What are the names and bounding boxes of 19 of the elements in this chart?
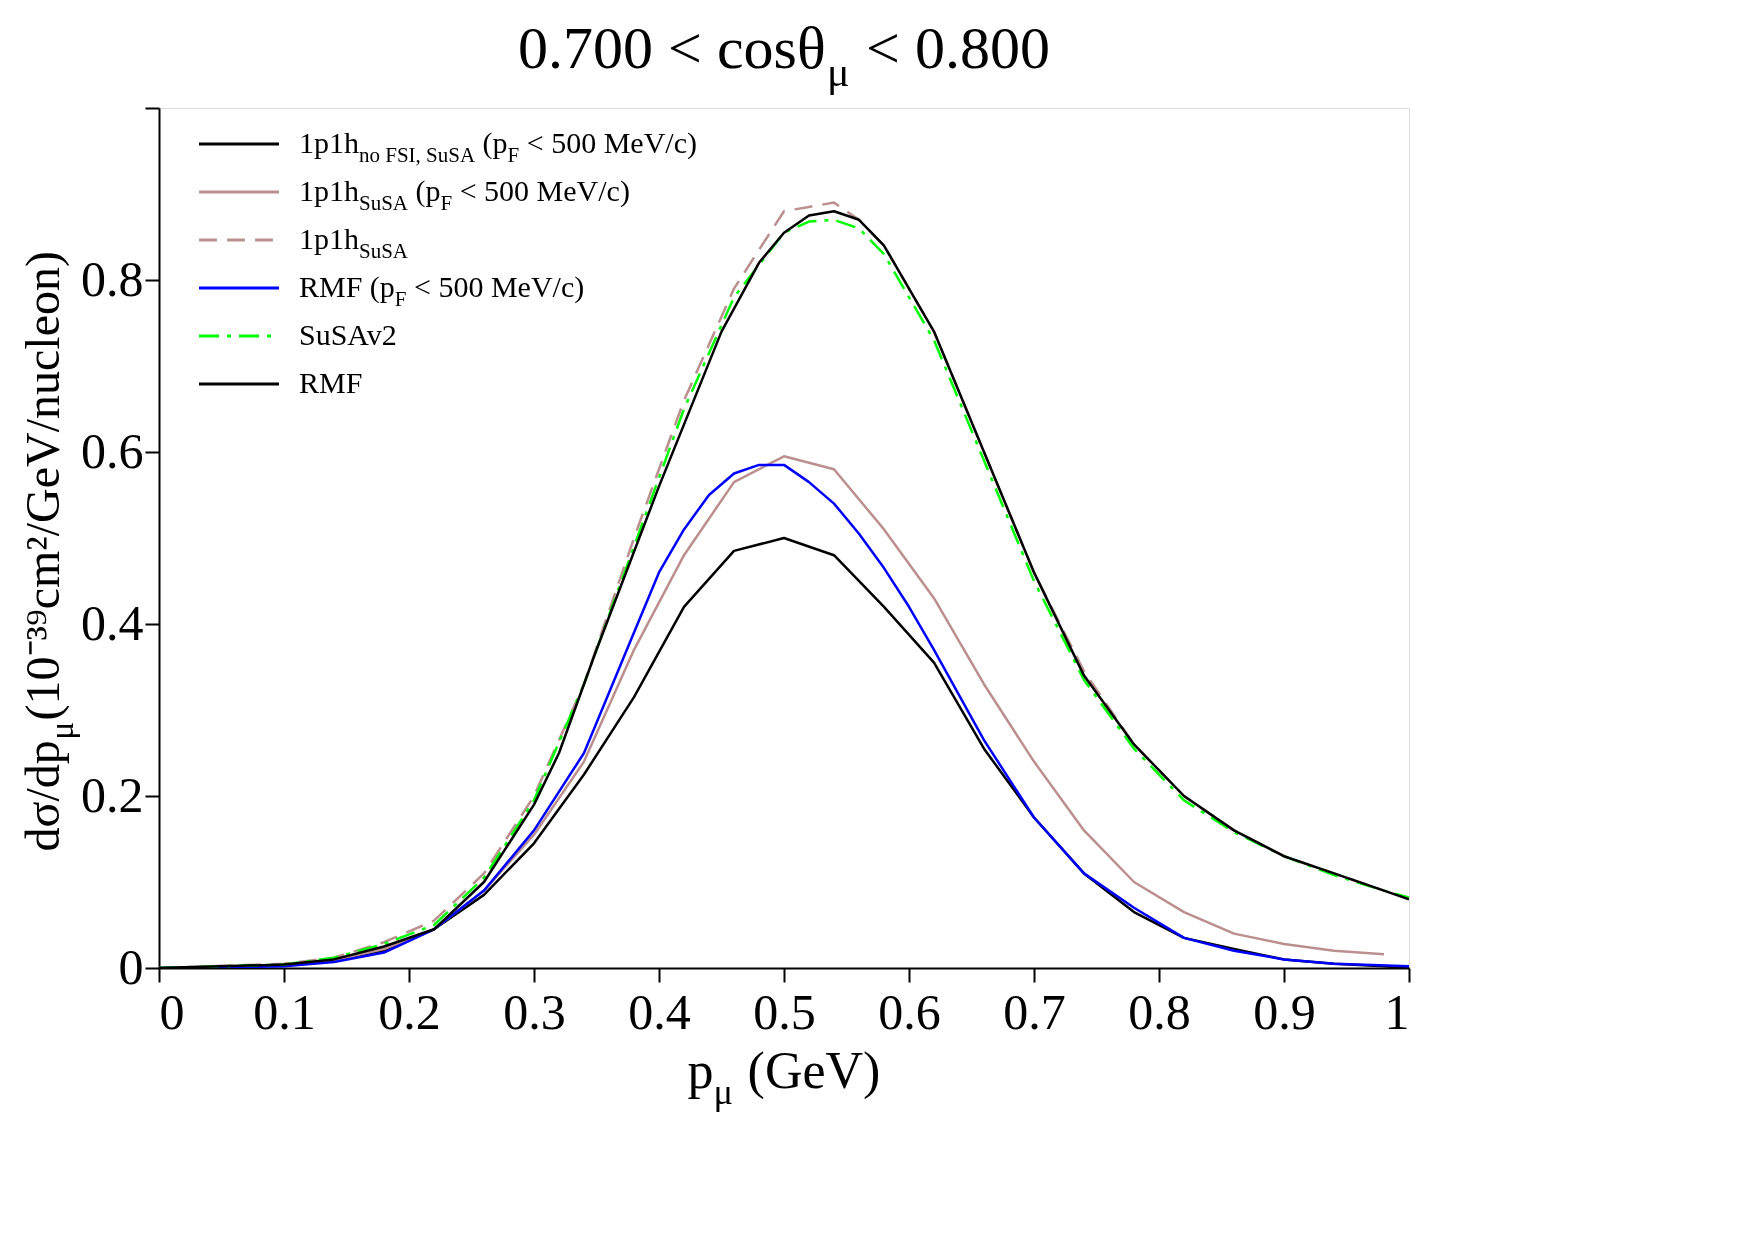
legend-label: SuSAv2 xyxy=(299,318,397,351)
legend-label: RMF xyxy=(299,366,363,399)
x-tick-label: 0.4 xyxy=(628,983,691,1040)
y-axis-title: dσ/dpμ(10⁻³⁹cm²/GeV/nucleon) xyxy=(16,251,81,852)
x-tick-label: 0.2 xyxy=(378,983,441,1040)
y-tick-label: 0.8 xyxy=(81,250,144,307)
y-tick-label: 0 xyxy=(118,938,144,995)
x-tick-label: 0.8 xyxy=(1128,983,1191,1040)
x-tick-label: 0.5 xyxy=(753,983,816,1040)
x-tick-label: 0 xyxy=(159,983,185,1040)
y-tick-label: 0.2 xyxy=(81,766,144,823)
x-tick-label: 0.6 xyxy=(878,983,941,1040)
x-tick-label: 0.1 xyxy=(253,983,316,1040)
y-tick-label: 0.4 xyxy=(81,594,144,651)
y-tick-label: 0.6 xyxy=(81,422,144,479)
x-tick-label: 0.7 xyxy=(1003,983,1066,1040)
x-tick-label: 0.3 xyxy=(503,983,566,1040)
x-tick-label: 0.9 xyxy=(1253,983,1316,1040)
x-tick-label: 1 xyxy=(1384,983,1410,1040)
